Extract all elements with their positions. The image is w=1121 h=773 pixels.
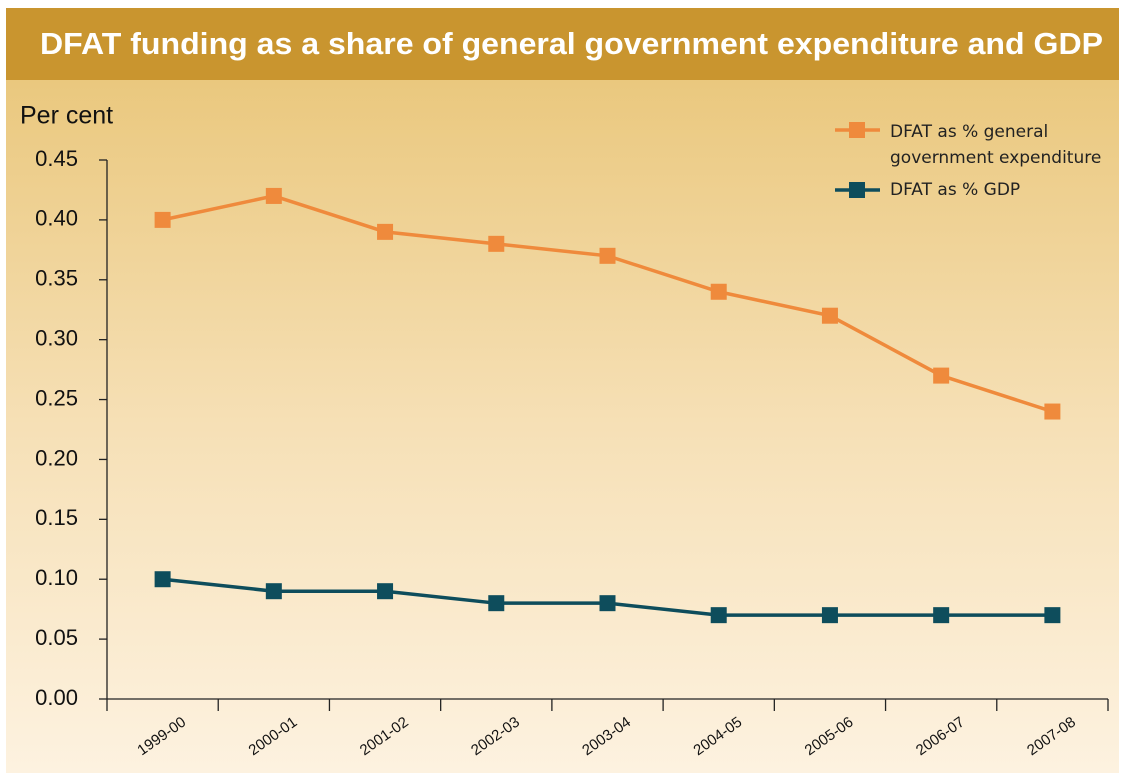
- marker: [599, 595, 616, 612]
- chart-title: DFAT funding as a share of general gover…: [40, 26, 1103, 61]
- y-tick-label: 0.05: [35, 625, 78, 650]
- legend-marker: [849, 122, 865, 138]
- marker: [821, 307, 838, 324]
- title-bar: [6, 8, 1119, 80]
- legend-marker: [849, 182, 865, 198]
- marker: [154, 211, 171, 228]
- marker: [265, 187, 282, 204]
- marker: [488, 235, 505, 252]
- y-tick-label: 0.00: [35, 685, 78, 710]
- y-tick-label: 0.30: [35, 325, 78, 350]
- y-tick-label: 0.40: [35, 206, 78, 231]
- y-tick-label: 0.15: [35, 505, 78, 530]
- marker: [933, 607, 950, 624]
- y-tick-label: 0.10: [35, 565, 78, 590]
- marker: [710, 607, 727, 624]
- marker: [821, 607, 838, 624]
- y-axis-label: Per cent: [20, 102, 113, 130]
- marker: [154, 571, 171, 588]
- y-tick-label: 0.45: [35, 146, 78, 171]
- marker: [933, 367, 950, 384]
- marker: [377, 223, 394, 240]
- legend-label: DFAT as % general government expenditure: [890, 122, 1102, 168]
- marker: [599, 247, 616, 264]
- legend-label: DFAT as % GDP: [890, 180, 1020, 200]
- marker: [710, 283, 727, 300]
- marker: [1044, 403, 1061, 420]
- marker: [488, 595, 505, 612]
- y-tick-label: 0.25: [35, 385, 78, 410]
- marker: [265, 583, 282, 600]
- marker: [377, 583, 394, 600]
- marker: [1044, 607, 1061, 624]
- y-tick-label: 0.35: [35, 266, 78, 291]
- y-tick-label: 0.20: [35, 445, 78, 470]
- plot-bg: [6, 80, 1119, 773]
